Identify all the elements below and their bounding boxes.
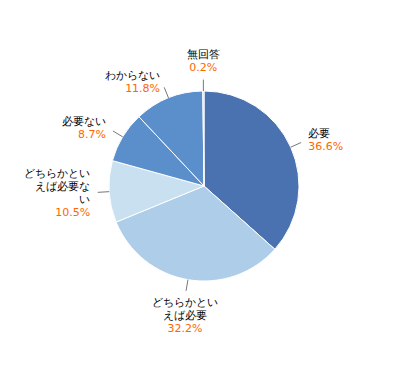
data-label: 8.7%: [78, 128, 106, 141]
leader-line: [186, 280, 188, 291]
slice-name: 必要ない: [62, 115, 106, 128]
chart-container: 必要36.6%どちらかといえば必要32.2%どちらかといえば必要ない10.5%必…: [0, 0, 409, 372]
slice-name: どちらかといえば必要ない: [24, 167, 90, 206]
slice-name: 無回答: [187, 48, 220, 61]
slice-name-line: 無回答: [187, 48, 220, 61]
data-label: 0.2%: [189, 61, 217, 74]
slice-name-line: い: [79, 193, 90, 206]
data-label: 10.5%: [55, 206, 90, 219]
slices: [109, 91, 299, 281]
leader-line: [203, 80, 204, 91]
slice-name-line: 必要: [308, 127, 330, 140]
leader-line: [98, 191, 109, 193]
slice-name-line: どちらかとい: [152, 296, 218, 309]
slice-name-line: どちらかとい: [24, 167, 90, 180]
slice-name-line: えば必要: [163, 309, 207, 322]
data-label: 36.6%: [308, 140, 343, 153]
labels: 必要36.6%どちらかといえば必要32.2%どちらかといえば必要ない10.5%必…: [24, 48, 343, 336]
leader-line: [164, 87, 168, 98]
slice-name-line: 必要ない: [62, 115, 106, 128]
slice-name-line: えば必要な: [35, 180, 90, 193]
pie-slice: [203, 91, 204, 186]
slice-name: 必要: [308, 127, 330, 140]
leader-line: [113, 131, 123, 137]
slice-name-line: わからない: [105, 69, 160, 82]
data-label: 11.8%: [125, 82, 160, 95]
pie-slice: [139, 91, 204, 186]
leader-line: [291, 143, 301, 148]
slice-name: わからない: [105, 69, 160, 82]
slice-name: どちらかといえば必要: [152, 296, 218, 322]
chart: 必要36.6%どちらかといえば必要32.2%どちらかといえば必要ない10.5%必…: [0, 0, 409, 372]
data-label: 32.2%: [168, 322, 203, 335]
